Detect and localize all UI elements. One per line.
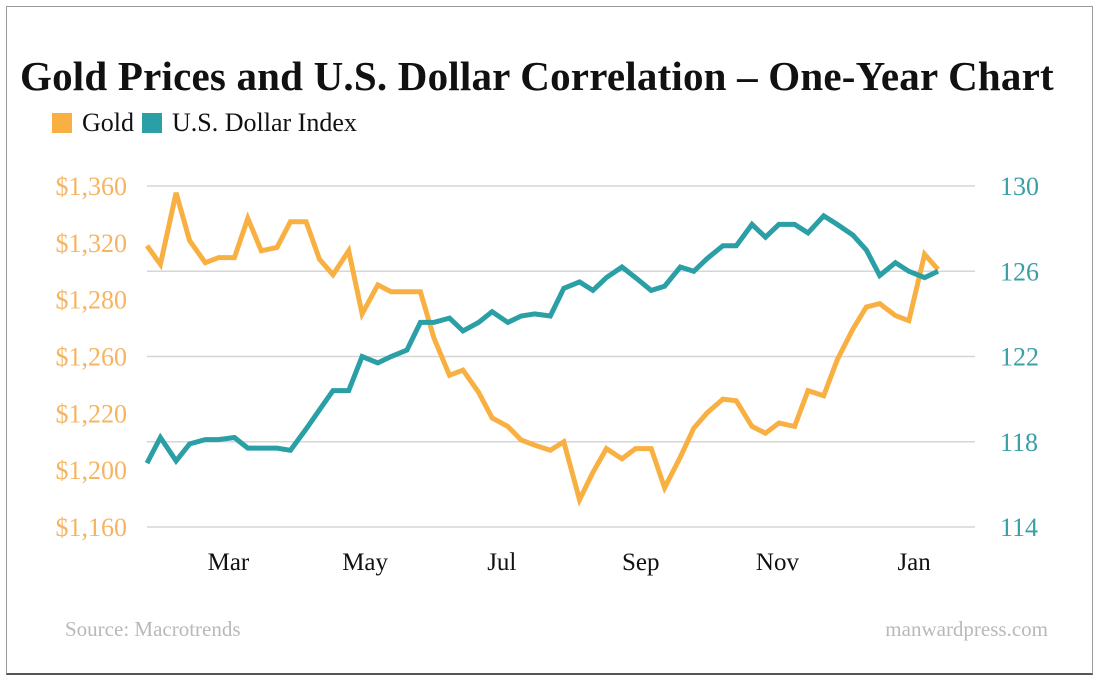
legend-swatch-dollar xyxy=(142,113,162,133)
y-left-tick-label: $1,360 xyxy=(56,172,128,201)
y-right-tick-label: 126 xyxy=(1000,257,1039,286)
x-tick-label: Sep xyxy=(622,549,660,576)
y-right-tick-label: 114 xyxy=(1000,513,1038,542)
x-tick-label: Jan xyxy=(897,549,931,576)
chart-title: Gold Prices and U.S. Dollar Correlation … xyxy=(20,53,1054,99)
chart-frame xyxy=(6,6,1093,675)
source-note: Source: Macrotrends xyxy=(65,617,241,641)
y-right-tick-label: 118 xyxy=(1000,428,1038,457)
legend: Gold U.S. Dollar Index xyxy=(52,108,365,138)
x-tick-label: May xyxy=(342,549,388,576)
legend-swatch-gold xyxy=(52,113,72,133)
y-left-tick-label: $1,200 xyxy=(56,456,128,485)
y-left-tick-label: $1,320 xyxy=(56,229,128,258)
gold-line xyxy=(144,192,940,507)
x-tick-label: Nov xyxy=(756,549,800,576)
legend-label-gold: Gold xyxy=(82,108,134,137)
x-tick-label: Jul xyxy=(487,549,516,576)
y-left-tick-label: $1,280 xyxy=(56,286,128,315)
y-left-tick-label: $1,160 xyxy=(56,513,128,542)
site-credit: manwardpress.com xyxy=(885,617,1048,641)
dollar-index-line xyxy=(144,212,940,466)
y-left-tick-label: $1,220 xyxy=(56,399,128,428)
y-left-tick-label: $1,260 xyxy=(56,343,128,372)
legend-item-dollar: U.S. Dollar Index xyxy=(142,108,357,138)
y-right-tick-label: 122 xyxy=(1000,343,1039,372)
legend-item-gold: Gold xyxy=(52,108,134,138)
legend-label-dollar: U.S. Dollar Index xyxy=(172,108,357,137)
y-right-tick-label: 130 xyxy=(1000,172,1039,201)
x-tick-label: Mar xyxy=(208,549,250,576)
